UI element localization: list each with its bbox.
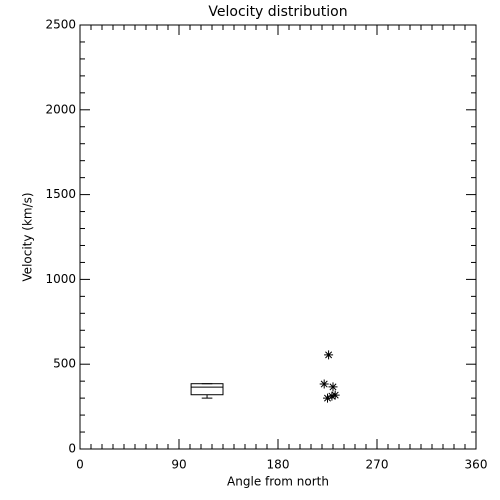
y-tick-label: 2000	[45, 102, 76, 116]
y-tick-label: 1500	[45, 187, 76, 201]
star-marker	[324, 350, 334, 360]
star-marker	[327, 391, 337, 401]
star-marker	[330, 390, 340, 400]
star-marker	[328, 382, 338, 392]
x-tick-label: 180	[267, 458, 290, 472]
x-tick-label: 360	[465, 458, 488, 472]
star-marker	[319, 379, 329, 389]
x-axis-label: Angle from north	[227, 475, 329, 489]
y-tick-label: 2500	[45, 18, 76, 32]
chart-title: Velocity distribution	[208, 4, 347, 20]
y-tick-label: 1000	[45, 272, 76, 286]
y-tick-label: 0	[68, 442, 76, 456]
x-tick-label: 0	[76, 458, 84, 472]
plot-frame	[79, 24, 477, 450]
x-tick-label: 90	[171, 458, 186, 472]
box	[190, 383, 224, 396]
x-tick-label: 270	[366, 458, 389, 472]
y-tick-label: 500	[53, 357, 76, 371]
star-marker	[323, 393, 332, 403]
y-axis-label: Velocity (km/s)	[21, 192, 35, 281]
